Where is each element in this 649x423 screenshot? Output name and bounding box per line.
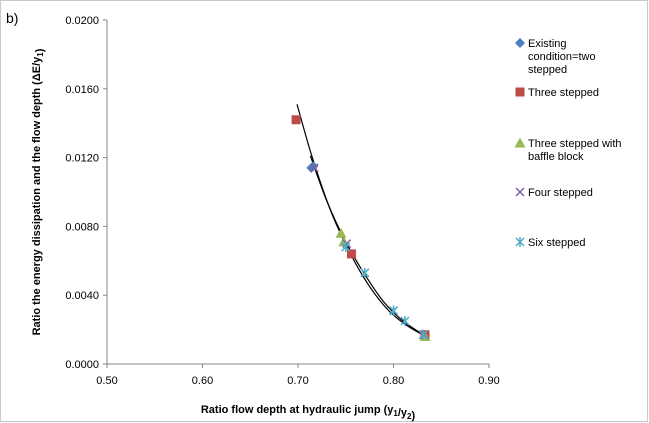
legend: Existing condition=two stepped Three steppe… — [514, 38, 622, 249]
data-point-series-2 — [346, 249, 356, 259]
legend-marker-3 — [514, 137, 526, 148]
legend-label-5: Six stepped — [528, 237, 585, 249]
trendline — [296, 104, 427, 338]
legend-label-3: Three stepped with baffle block — [528, 138, 622, 163]
data-point-series-5 — [418, 329, 428, 340]
y-tick-label: 0.0040 — [65, 290, 99, 302]
y-tick-label: 0.0080 — [65, 221, 99, 233]
trendline-layer — [296, 104, 427, 338]
data-point-series-5 — [360, 267, 370, 278]
legend-label-2: Three stepped — [528, 87, 599, 99]
data-point-series-2 — [291, 115, 301, 125]
axes: 0.0000 0.0040 0.0080 0.0120 0.0160 0.0200 0.50… — [31, 15, 500, 422]
x-tick-label: 0.90 — [478, 375, 499, 387]
x-tick-label: 0.60 — [192, 375, 213, 387]
data-point-series-5 — [400, 316, 410, 326]
y-tick-label: 0.0000 — [65, 359, 99, 371]
legend-marker-4 — [515, 187, 525, 197]
x-tick-label: 0.50 — [96, 375, 117, 387]
legend-label-4: Four stepped — [528, 187, 593, 199]
legend-marker-5 — [515, 237, 525, 247]
legend-marker-1 — [515, 38, 525, 48]
trendline — [309, 155, 427, 337]
legend-marker-2 — [515, 87, 525, 97]
data-point-series-5 — [341, 242, 351, 253]
data-point-series-4 — [309, 163, 319, 173]
panel-label: b) — [6, 10, 19, 26]
y-axis-title: Ratio the energy dissipation and the flo… — [31, 48, 46, 335]
y-tick-label: 0.0200 — [65, 15, 99, 27]
data-point-series-5 — [388, 305, 399, 316]
y-tick-label: 0.0160 — [65, 84, 99, 96]
points-layer — [291, 115, 431, 341]
y-tick-label: 0.0120 — [65, 153, 99, 165]
x-tick-label: 0.70 — [287, 375, 308, 387]
data-point-series-3 — [335, 227, 347, 238]
legend-label-1: Existing condition=two stepped — [528, 38, 596, 76]
x-tick-label: 0.80 — [383, 375, 404, 387]
x-axis-title: Ratio flow depth at hydraulic jump (y1/y… — [201, 404, 416, 422]
